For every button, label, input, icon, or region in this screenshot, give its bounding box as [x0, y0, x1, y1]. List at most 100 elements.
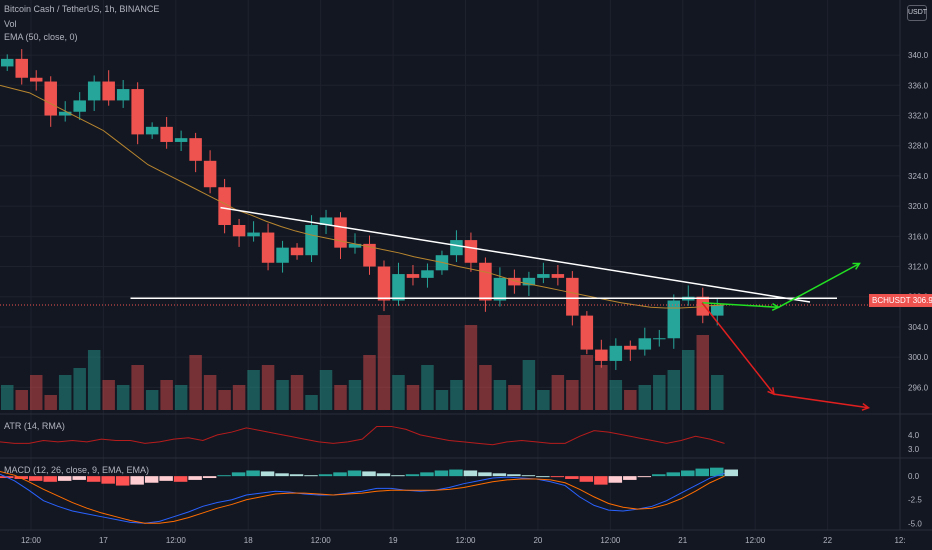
volume-bar	[624, 390, 637, 410]
macd-histogram-bar	[710, 467, 724, 477]
volume-bar	[189, 355, 202, 410]
x-tick-label: 22	[823, 536, 832, 545]
macd-histogram-bar	[202, 476, 217, 479]
volume-bar	[73, 368, 86, 410]
macd-histogram-bar	[72, 476, 86, 480]
volume-bar	[522, 360, 536, 410]
macd-histogram-bar	[144, 476, 159, 483]
candle-body	[406, 274, 420, 278]
macd-histogram-bar	[318, 474, 333, 477]
macd-tick-label: 0.0	[908, 472, 920, 481]
currency-button[interactable]: USDT	[907, 5, 927, 21]
candle-body	[653, 338, 666, 340]
candle-body	[203, 160, 217, 188]
macd-tick-label: -2.5	[908, 496, 922, 505]
macd-histogram-bar	[246, 470, 260, 477]
candle-body	[102, 81, 115, 101]
volume-bar	[493, 380, 507, 410]
macd-histogram-bar	[289, 474, 304, 477]
macd-line	[0, 472, 725, 524]
x-tick-label: 12:00	[600, 536, 621, 545]
ema-line	[0, 84, 725, 309]
volume-bar	[102, 380, 115, 410]
macd-histogram-bar	[724, 469, 738, 477]
candle-body	[15, 58, 28, 78]
y-tick-label: 300.0	[908, 353, 929, 362]
macd-histogram-bar	[565, 476, 579, 479]
macd-histogram-bar	[550, 476, 565, 478]
volume-bar	[305, 395, 318, 410]
macd-histogram-bar	[173, 476, 188, 482]
projection-down-arrow-head	[767, 387, 775, 396]
candle-body	[160, 126, 173, 142]
candle-body	[624, 345, 637, 350]
macd-histogram-bar	[449, 469, 463, 477]
macd-histogram-bar	[695, 468, 710, 477]
volume-bar	[406, 385, 420, 410]
macd-histogram-bar	[623, 476, 637, 480]
candle-body	[73, 100, 86, 112]
x-tick-label: 20	[533, 536, 542, 545]
price-tag: BCHUSDT 306.9	[869, 294, 932, 307]
ema-legend: EMA (50, close, 0)	[4, 32, 78, 42]
macd-legend: MACD (12, 26, close, 9, EMA, EMA)	[4, 465, 150, 475]
candle-body	[595, 349, 608, 361]
volume-bar	[377, 315, 391, 410]
candle-body	[508, 277, 521, 286]
volume-bar	[551, 375, 565, 410]
projection-down-arrow-head	[861, 402, 871, 411]
candle-body	[319, 217, 333, 225]
candle-body	[566, 277, 579, 316]
candle-body	[580, 315, 594, 350]
y-tick-label: 312.0	[908, 263, 929, 272]
volume-bar	[508, 385, 521, 410]
macd-tick-label: -5.0	[908, 519, 922, 528]
candle-body	[479, 262, 492, 301]
candle-body	[290, 247, 304, 256]
x-tick-label: 17	[99, 536, 108, 545]
candle-body	[145, 126, 159, 135]
volume-bar	[392, 375, 405, 410]
volume-bar	[450, 380, 463, 410]
macd-histogram-bar	[260, 471, 275, 477]
macd-histogram-bar	[420, 472, 434, 477]
macd-histogram-bar	[594, 476, 608, 485]
volume-bar	[261, 365, 275, 410]
volume-bar	[696, 335, 710, 410]
volume-bar	[566, 380, 579, 410]
candle-body	[44, 81, 57, 116]
price-tag-symbol: BCHUSDT	[872, 296, 911, 305]
macd-histogram-bar	[391, 475, 405, 477]
volume-bar	[595, 365, 608, 410]
macd-histogram-bar	[362, 471, 376, 477]
x-tick-label: 12:00	[311, 536, 332, 545]
atr-tick-label: 3.0	[908, 445, 920, 454]
symbol-legend: Bitcoin Cash / TetherUS, 1h, BINANCE	[4, 4, 160, 14]
candle-body	[131, 89, 144, 135]
projection-up-arrow	[701, 262, 860, 309]
macd-histogram-bar	[304, 475, 318, 477]
volume-bar	[334, 385, 347, 410]
candle-body	[450, 240, 463, 256]
macd-histogram-bar	[652, 474, 666, 477]
resistance-line	[220, 206, 811, 303]
volume-bar	[145, 390, 159, 410]
candle-body	[551, 274, 565, 278]
candle-body	[638, 338, 652, 350]
volume-bar	[160, 380, 173, 410]
x-tick-label: 12:00	[745, 536, 766, 545]
x-tick-label: 21	[678, 536, 687, 545]
macd-histogram-bar	[130, 476, 144, 485]
y-tick-label: 336.0	[908, 81, 929, 90]
macd-histogram-bar	[405, 474, 420, 477]
projection-up-arrow-head	[771, 302, 781, 311]
candle-body	[421, 270, 434, 278]
volume-bar	[290, 375, 304, 410]
candle-body	[348, 243, 362, 248]
macd-histogram-bar	[463, 470, 478, 477]
volume-bar	[711, 375, 724, 410]
candle-body	[174, 138, 188, 142]
x-tick-label: 12:00	[21, 536, 42, 545]
macd-histogram-bar	[43, 476, 57, 482]
